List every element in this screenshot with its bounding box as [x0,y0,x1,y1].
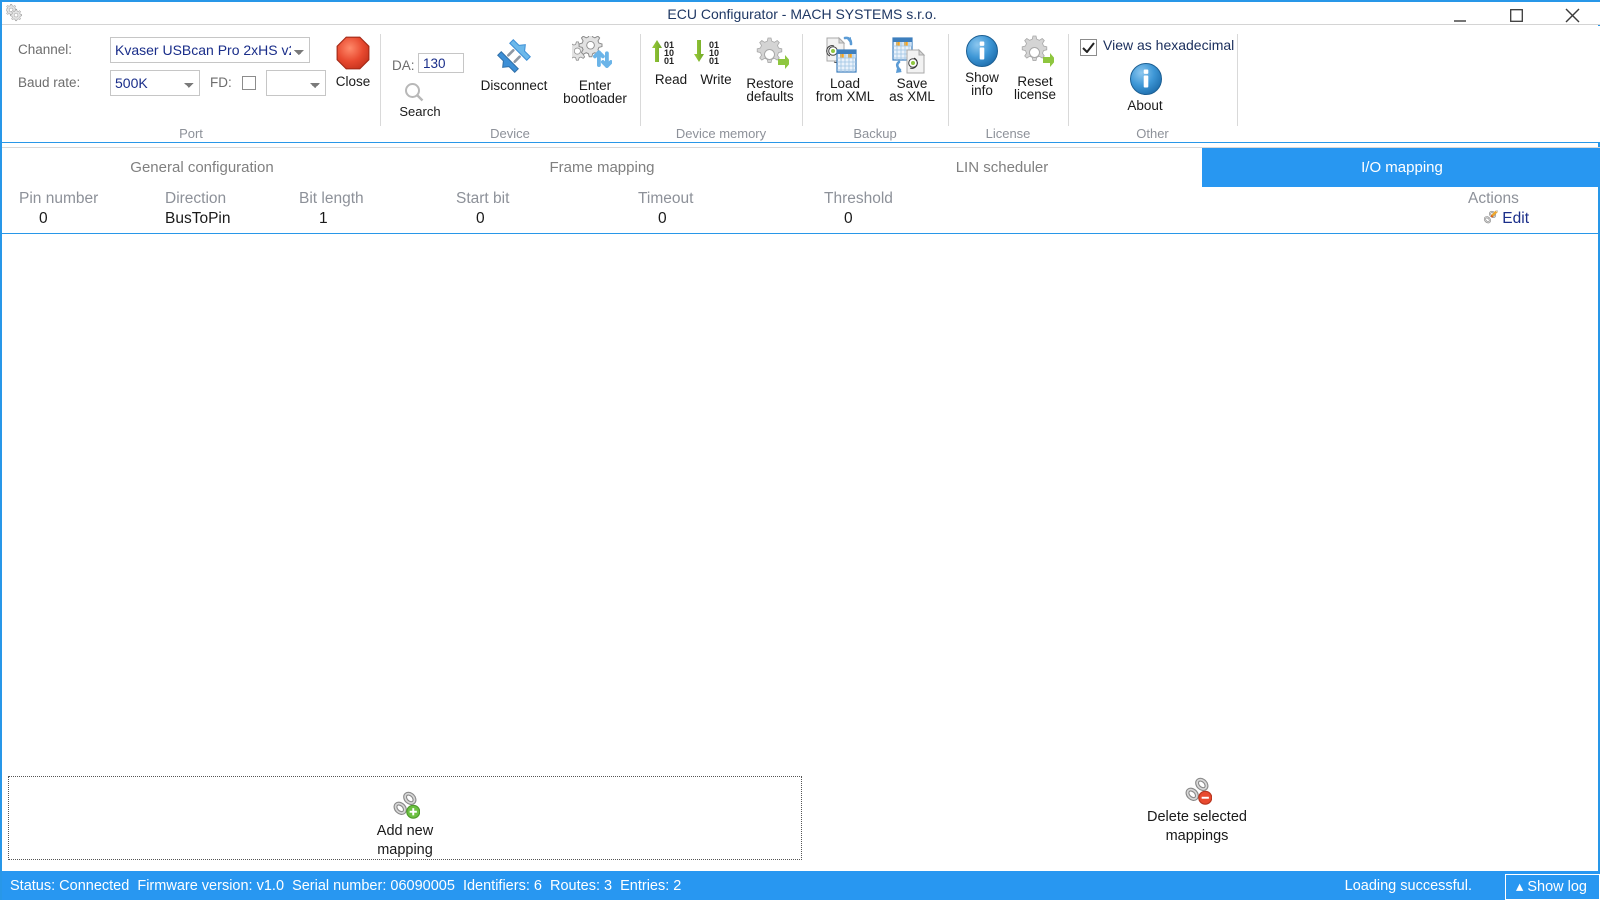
svg-text:01: 01 [709,56,719,66]
svg-text:01: 01 [664,56,674,66]
